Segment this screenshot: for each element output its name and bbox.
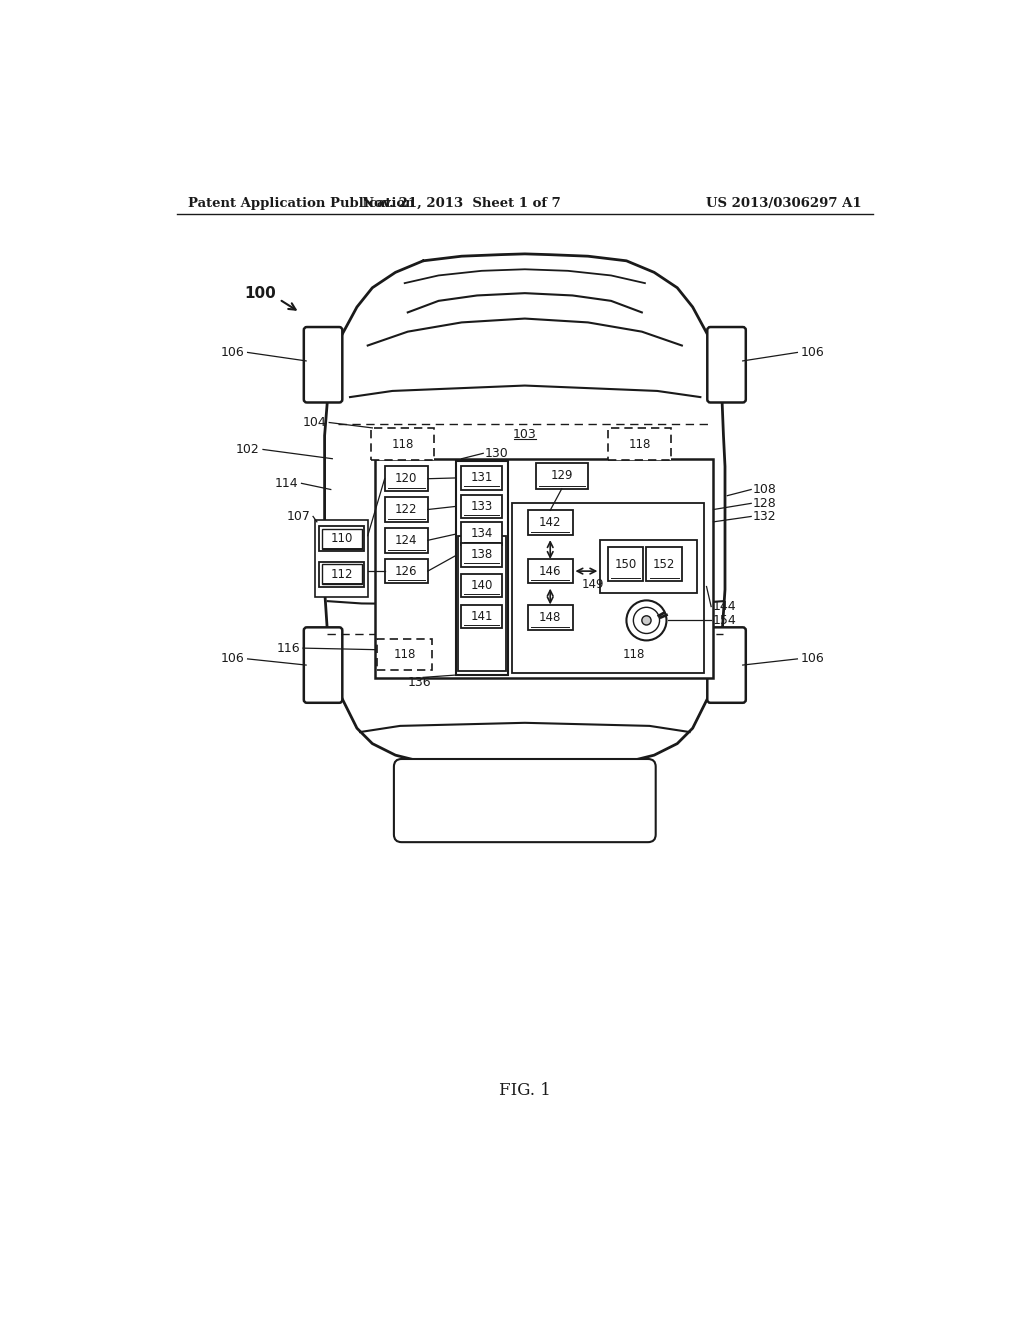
Text: 144: 144 (713, 601, 736, 612)
Bar (600, 540, 696, 593)
Bar (376, 459, 713, 678)
FancyBboxPatch shape (708, 327, 745, 403)
Text: 106: 106 (801, 346, 824, 359)
Bar (322, 529, 361, 549)
Bar (606, 639, 662, 669)
Text: 152: 152 (653, 557, 676, 570)
Text: 110: 110 (331, 532, 352, 545)
Text: 114: 114 (274, 477, 298, 490)
Bar (315, 520, 368, 598)
FancyBboxPatch shape (304, 327, 342, 403)
Text: 118: 118 (623, 648, 645, 661)
Text: 116: 116 (276, 642, 300, 655)
Bar (528, 605, 572, 630)
Text: 130: 130 (484, 446, 509, 459)
Text: 122: 122 (395, 503, 418, 516)
Bar (377, 639, 432, 669)
Text: 112: 112 (331, 568, 353, 581)
Text: 133: 133 (471, 500, 493, 513)
Bar (461, 495, 503, 517)
Bar (528, 558, 572, 583)
Text: 107: 107 (287, 510, 310, 523)
Text: Patent Application Publication: Patent Application Publication (188, 197, 415, 210)
Text: 154: 154 (713, 614, 736, 627)
Text: 148: 148 (539, 611, 561, 624)
Text: 100: 100 (245, 285, 276, 301)
Text: 150: 150 (614, 557, 637, 570)
Bar (512, 503, 705, 673)
Text: 149: 149 (582, 578, 604, 591)
Text: 141: 141 (470, 610, 493, 623)
Text: 136: 136 (408, 676, 431, 689)
Text: US 2013/0306297 A1: US 2013/0306297 A1 (707, 197, 862, 210)
FancyBboxPatch shape (304, 627, 342, 702)
Text: 102: 102 (237, 444, 260, 455)
Bar (528, 511, 572, 535)
Bar (319, 562, 364, 586)
Text: 138: 138 (471, 548, 493, 561)
Bar (461, 574, 503, 598)
Text: 140: 140 (470, 579, 493, 593)
Text: 106: 106 (221, 346, 245, 359)
Text: 128: 128 (753, 496, 776, 510)
Bar (461, 521, 503, 545)
Bar (385, 466, 428, 491)
Text: 106: 106 (221, 652, 245, 665)
Text: 103: 103 (513, 428, 537, 441)
Text: 134: 134 (470, 527, 493, 540)
FancyBboxPatch shape (708, 627, 745, 702)
Bar (385, 558, 428, 583)
Text: 118: 118 (629, 437, 650, 450)
Bar (461, 544, 503, 566)
Polygon shape (325, 253, 725, 771)
Bar (461, 466, 503, 490)
Text: 129: 129 (551, 469, 573, 482)
Bar (371, 428, 434, 461)
Bar (608, 548, 643, 581)
Text: Nov. 21, 2013  Sheet 1 of 7: Nov. 21, 2013 Sheet 1 of 7 (362, 197, 561, 210)
Bar (456, 461, 508, 675)
Bar (536, 462, 588, 488)
Text: 120: 120 (395, 473, 418, 486)
Text: 132: 132 (753, 510, 776, 523)
Text: 106: 106 (801, 652, 824, 665)
Bar (322, 564, 361, 585)
Circle shape (642, 615, 651, 626)
Text: 108: 108 (753, 483, 776, 496)
Bar (385, 528, 428, 553)
FancyBboxPatch shape (394, 759, 655, 842)
Text: 124: 124 (395, 533, 418, 546)
Text: 126: 126 (395, 565, 418, 578)
Bar (319, 527, 364, 552)
Bar (385, 498, 428, 521)
Circle shape (634, 607, 659, 634)
Text: 104: 104 (303, 416, 327, 429)
Text: 118: 118 (393, 648, 416, 661)
Text: FIG. 1: FIG. 1 (499, 1081, 551, 1098)
Text: 131: 131 (470, 471, 493, 484)
Bar (646, 548, 682, 581)
Bar (608, 428, 671, 461)
Text: 146: 146 (539, 565, 561, 578)
Bar (461, 605, 503, 628)
Bar (458, 536, 506, 671)
Text: 118: 118 (391, 437, 414, 450)
Text: 142: 142 (539, 516, 561, 529)
Circle shape (627, 601, 667, 640)
